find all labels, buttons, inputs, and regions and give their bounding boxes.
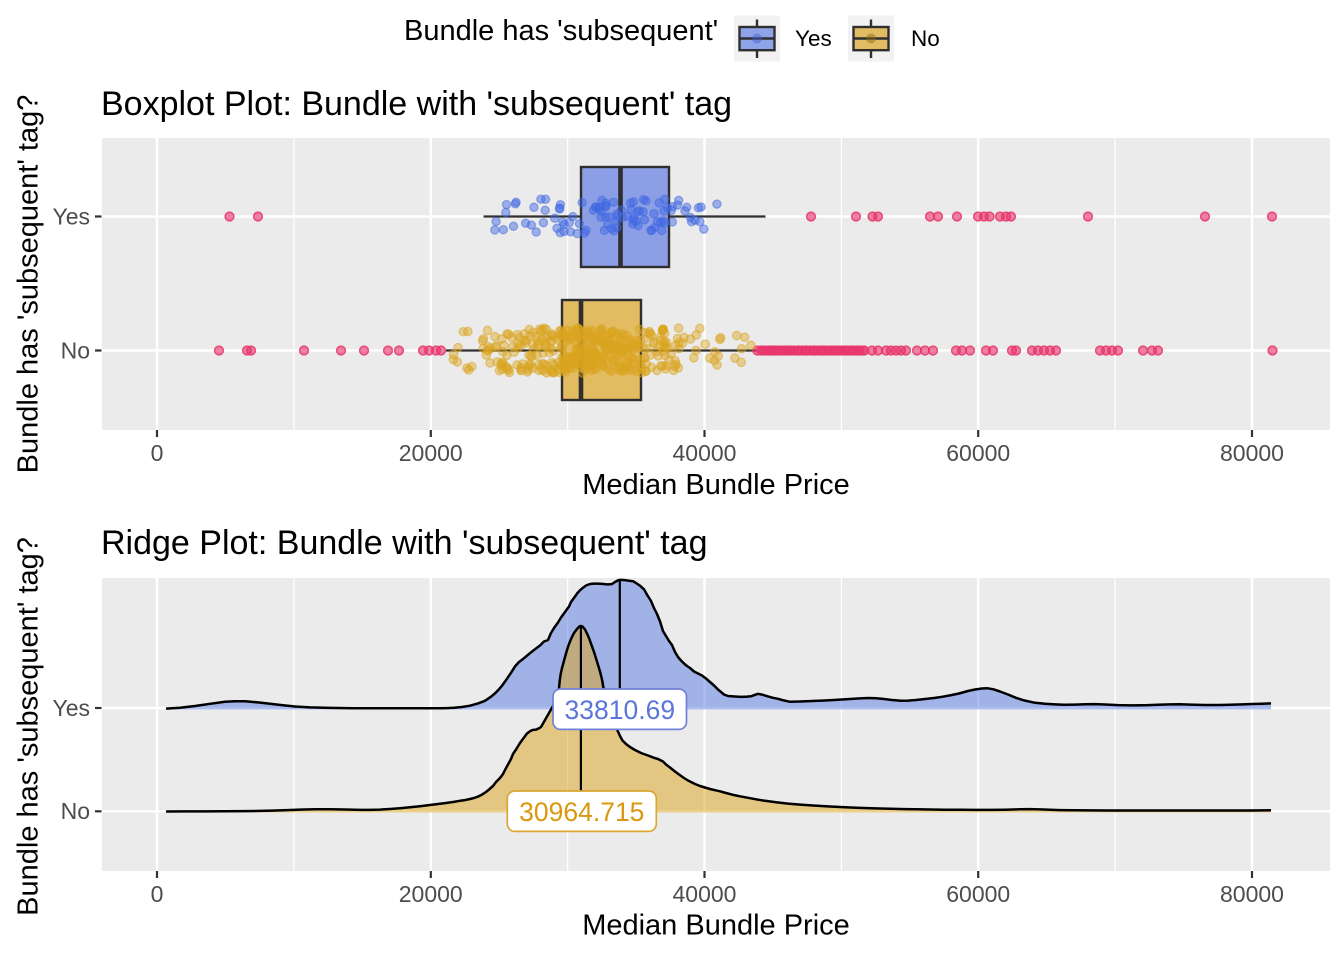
svg-text:Bundle has 'subsequent' tag?: Bundle has 'subsequent' tag? xyxy=(13,95,45,474)
svg-text:33810.69: 33810.69 xyxy=(565,695,676,725)
svg-text:Ridge Plot: Bundle with 'subse: Ridge Plot: Bundle with 'subsequent' tag xyxy=(101,524,708,562)
svg-text:Yes: Yes xyxy=(795,26,832,51)
svg-text:20000: 20000 xyxy=(399,881,463,907)
svg-text:No: No xyxy=(61,798,90,824)
svg-text:Yes: Yes xyxy=(52,695,90,721)
svg-text:0: 0 xyxy=(151,881,164,907)
svg-text:0: 0 xyxy=(151,440,164,466)
svg-text:Median Bundle Price: Median Bundle Price xyxy=(582,910,850,942)
svg-text:30964.715: 30964.715 xyxy=(519,797,644,827)
svg-text:Boxplot Plot: Bundle with 'sub: Boxplot Plot: Bundle with 'subsequent' t… xyxy=(101,85,732,123)
svg-text:60000: 60000 xyxy=(946,881,1010,907)
svg-text:40000: 40000 xyxy=(673,881,737,907)
svg-text:80000: 80000 xyxy=(1220,881,1284,907)
svg-text:Yes: Yes xyxy=(52,203,90,229)
svg-text:Median Bundle Price: Median Bundle Price xyxy=(582,469,850,501)
svg-text:60000: 60000 xyxy=(946,440,1010,466)
svg-text:Bundle has 'subsequent' tag?: Bundle has 'subsequent' tag? xyxy=(13,537,45,916)
svg-text:40000: 40000 xyxy=(673,440,737,466)
svg-text:Bundle has 'subsequent': Bundle has 'subsequent' xyxy=(404,15,718,47)
svg-text:No: No xyxy=(61,337,90,363)
svg-text:20000: 20000 xyxy=(399,440,463,466)
svg-text:80000: 80000 xyxy=(1220,440,1284,466)
svg-text:No: No xyxy=(911,26,940,51)
